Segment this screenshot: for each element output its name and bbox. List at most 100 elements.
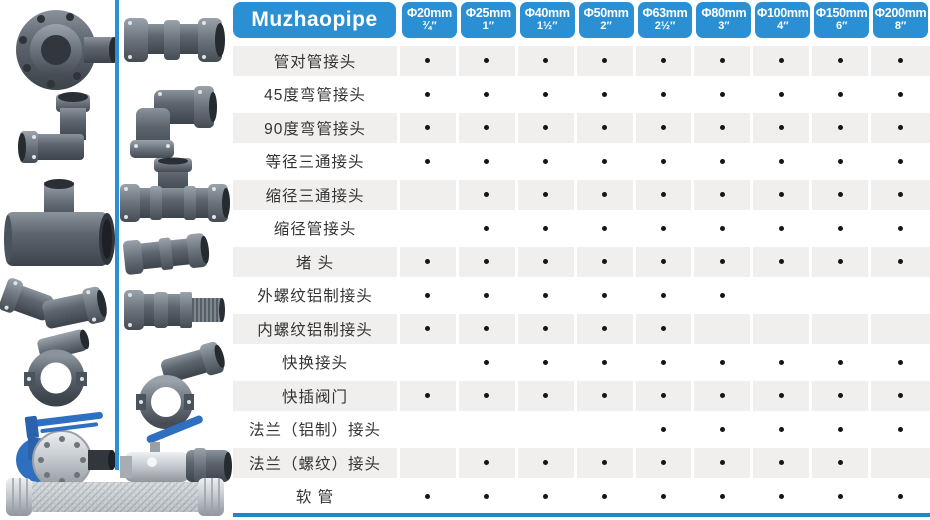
table-row: 法兰（铝制）接头	[233, 412, 930, 446]
availability-dot	[778, 359, 784, 365]
empty-cell	[458, 412, 518, 446]
availability-dot	[602, 158, 608, 164]
availability-cell	[400, 312, 459, 346]
availability-dot	[719, 393, 725, 399]
column-header: Φ63mm 2½″	[637, 2, 693, 38]
table-body: 管对管接头 45度弯管接头 90度弯管接头 等径三通接头 缩径三通接头 缩径管接头堵 头外…	[233, 44, 930, 513]
row-label: 外螺纹铝制接头	[233, 278, 400, 312]
availability-dot	[543, 192, 549, 198]
availability-cell	[635, 144, 695, 178]
availability-cell	[753, 479, 813, 513]
availability-cell	[635, 211, 695, 245]
availability-cell	[517, 178, 577, 212]
compression-coupling-photo	[124, 18, 225, 62]
column-header: Φ25mm 1″	[460, 2, 516, 38]
availability-cell	[400, 144, 459, 178]
column-size-label: Φ25mm	[465, 6, 511, 21]
availability-cell	[576, 446, 636, 480]
availability-dot	[425, 326, 431, 332]
availability-cell	[458, 178, 518, 212]
availability-dot	[837, 493, 843, 499]
availability-cell	[694, 379, 754, 413]
availability-dot	[719, 426, 725, 432]
availability-cell	[400, 278, 459, 312]
availability-dot	[778, 125, 784, 131]
empty-cell	[871, 278, 930, 312]
column-size-label: Φ150mm	[815, 6, 868, 21]
availability-cell	[576, 345, 636, 379]
availability-dot	[425, 393, 431, 399]
availability-cell	[635, 479, 695, 513]
availability-dot	[837, 393, 843, 399]
availability-dot	[425, 292, 431, 298]
availability-cell	[753, 44, 813, 78]
availability-cell	[812, 77, 872, 111]
table-row: 45度弯管接头	[233, 77, 930, 111]
availability-dot	[837, 125, 843, 131]
row-label: 软 管	[233, 479, 400, 513]
availability-cell	[635, 178, 695, 212]
availability-dot	[660, 259, 666, 265]
availability-dot	[898, 493, 904, 499]
availability-cell	[458, 144, 518, 178]
row-label: 快插阀门	[233, 379, 400, 413]
availability-dot	[898, 225, 904, 231]
column-size-label: Φ80mm	[701, 6, 747, 21]
availability-dot	[660, 125, 666, 131]
availability-dot	[543, 91, 549, 97]
size-availability-table: Muzhaopipe Φ20mm ¾″ Φ25mm 1″ Φ40mm 1½″ Φ…	[233, 0, 930, 520]
column-header: Φ50mm 2″	[578, 2, 634, 38]
availability-cell	[458, 245, 518, 279]
availability-cell	[517, 345, 577, 379]
table-row: 快换接头	[233, 345, 930, 379]
availability-dot	[484, 493, 490, 499]
availability-dot	[660, 359, 666, 365]
table-row: 法兰（螺纹）接头	[233, 446, 930, 480]
availability-cell	[812, 345, 872, 379]
availability-dot	[425, 259, 431, 265]
availability-dot	[660, 58, 666, 64]
availability-cell	[576, 312, 636, 346]
table-row: 管对管接头	[233, 44, 930, 78]
availability-cell	[694, 245, 754, 279]
availability-dot	[425, 493, 431, 499]
table-row: 快插阀门	[233, 379, 930, 413]
table-bottom-rule	[233, 513, 930, 517]
column-header: Φ40mm 1½″	[519, 2, 575, 38]
availability-cell	[812, 245, 872, 279]
availability-dot	[660, 292, 666, 298]
availability-cell	[812, 412, 872, 446]
availability-cell	[812, 446, 872, 480]
table-row: 缩径三通接头	[233, 178, 930, 212]
column-header: Φ150mm 6″	[814, 2, 870, 38]
empty-cell	[812, 312, 872, 346]
availability-dot	[484, 158, 490, 164]
availability-dot	[898, 426, 904, 432]
gallery-divider	[115, 0, 119, 470]
availability-dot	[484, 125, 490, 131]
row-label: 等径三通接头	[233, 144, 400, 178]
table-row: 堵 头	[233, 245, 930, 279]
availability-cell	[871, 77, 930, 111]
column-header: Φ80mm 3″	[696, 2, 752, 38]
availability-dot	[719, 91, 725, 97]
availability-cell	[517, 144, 577, 178]
availability-cell	[576, 111, 636, 145]
availability-dot	[543, 292, 549, 298]
table-row: 等径三通接头	[233, 144, 930, 178]
availability-cell	[400, 111, 459, 145]
row-label: 45度弯管接头	[233, 77, 400, 111]
flange-adapter-photo	[16, 10, 119, 90]
availability-cell	[458, 345, 518, 379]
availability-cell	[576, 77, 636, 111]
availability-dot	[719, 259, 725, 265]
availability-dot	[719, 460, 725, 466]
availability-dot	[660, 158, 666, 164]
availability-cell	[871, 379, 930, 413]
availability-dot	[602, 493, 608, 499]
availability-cell	[635, 446, 695, 480]
availability-cell	[400, 44, 459, 78]
availability-cell	[400, 77, 459, 111]
availability-cell	[635, 278, 695, 312]
availability-dot	[543, 259, 549, 265]
